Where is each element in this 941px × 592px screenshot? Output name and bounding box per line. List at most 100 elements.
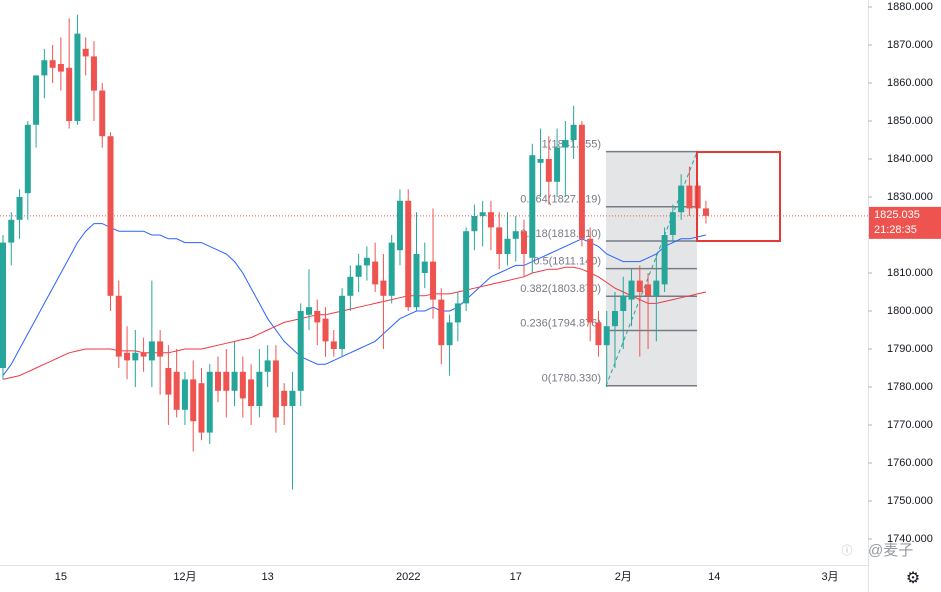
candle-body	[231, 371, 238, 391]
fib-label: 0.5(1811.140)	[533, 256, 601, 268]
x-tick-label: 2月	[615, 571, 632, 583]
y-tick-label: 1870.000	[887, 39, 933, 51]
watermark: @麦子	[868, 542, 913, 559]
candle-body	[661, 235, 668, 285]
x-tick-label: 17	[510, 571, 522, 583]
candle-body	[215, 371, 222, 391]
candle-body	[620, 295, 627, 311]
candle-body	[454, 303, 461, 323]
candle-body	[314, 311, 321, 323]
candle-body	[99, 90, 106, 137]
candle-body	[289, 390, 296, 406]
x-tick-label: 12月	[173, 571, 196, 583]
candle-body	[562, 140, 569, 148]
candle-body	[173, 371, 180, 410]
watermark-icon: ⓘ	[842, 544, 853, 557]
x-tick-label: 14	[708, 571, 720, 583]
y-tick-label: 1790.000	[887, 343, 933, 355]
candle-body	[41, 60, 48, 76]
candle-body	[471, 216, 478, 232]
candle-body	[545, 159, 552, 182]
candle-body	[256, 371, 263, 406]
candle-body	[198, 383, 205, 433]
candle-body	[347, 276, 354, 296]
y-tick-label: 1770.000	[887, 419, 933, 431]
candle-body	[702, 208, 709, 216]
candle-body	[132, 352, 139, 361]
candle-body	[578, 124, 585, 239]
fib-label: 1(1841.955)	[542, 138, 601, 150]
candle-body	[49, 60, 56, 68]
candle-body	[479, 212, 486, 216]
candle-body	[496, 227, 503, 254]
x-tick-label: 2022	[396, 571, 420, 583]
candle-body	[603, 326, 610, 346]
target-box	[696, 151, 781, 242]
candle-body	[438, 299, 445, 346]
candle-body	[554, 147, 561, 182]
candle-body	[33, 75, 40, 125]
candle-body	[330, 341, 337, 349]
candle-body	[57, 64, 64, 72]
candle-body	[206, 371, 213, 433]
fib-label: 0(1780.330)	[542, 373, 601, 385]
x-tick-label: 15	[55, 571, 67, 583]
y-tick-label: 1880.000	[887, 1, 933, 13]
candle-body	[297, 311, 304, 391]
candle-body	[82, 48, 89, 57]
candle-body	[388, 242, 395, 296]
candle-body	[181, 379, 188, 410]
candle-body	[446, 322, 453, 346]
candle-body	[66, 67, 73, 121]
y-tick-label: 1800.000	[887, 305, 933, 317]
candle-body	[413, 254, 420, 308]
candle-body	[529, 155, 536, 258]
candle-body	[405, 200, 412, 308]
candle-body	[537, 159, 544, 163]
candle-body	[16, 197, 23, 220]
candle-body	[322, 318, 329, 342]
candle-body	[339, 295, 346, 349]
x-tick-label: 13	[262, 571, 274, 583]
candle-body	[140, 352, 147, 357]
last-price: 1825.035	[874, 209, 920, 221]
candle-body	[504, 238, 511, 254]
candle-body	[421, 261, 428, 273]
countdown: 21:28:35	[874, 224, 917, 236]
candle-body	[653, 280, 660, 296]
candle-body	[157, 341, 164, 357]
x-tick-label: 3月	[821, 571, 838, 583]
candle-body	[463, 231, 470, 304]
y-tick-label: 1840.000	[887, 153, 933, 165]
candle-body	[239, 371, 246, 399]
candle-body	[305, 307, 312, 315]
candle-body	[24, 124, 31, 194]
y-tick-label: 1750.000	[887, 495, 933, 507]
settings-icon[interactable]: ⚙	[906, 570, 920, 587]
candle-body	[223, 371, 230, 391]
candle-body	[669, 212, 676, 235]
candle-body	[380, 280, 387, 296]
candle-body	[190, 379, 197, 422]
candle-body	[611, 311, 618, 327]
candle-body	[430, 261, 437, 300]
candle-body	[645, 284, 652, 296]
candle-body	[628, 280, 635, 300]
candle-body	[264, 360, 271, 372]
candle-body	[74, 33, 81, 121]
candle-body	[678, 185, 685, 213]
candle-body	[570, 124, 577, 140]
y-tick-label: 1740.000	[887, 533, 933, 545]
candle-body	[115, 295, 122, 357]
fib-label: 0.236(1794.876)	[520, 317, 601, 329]
candle-body	[686, 185, 693, 209]
candle-body	[124, 352, 131, 361]
y-tick-label: 1850.000	[887, 115, 933, 127]
y-tick-label: 1760.000	[887, 457, 933, 469]
candle-body	[272, 360, 279, 418]
candle-body	[595, 322, 602, 346]
candle-body	[0, 242, 6, 368]
candle-body	[107, 136, 114, 296]
candle-body	[396, 200, 403, 251]
